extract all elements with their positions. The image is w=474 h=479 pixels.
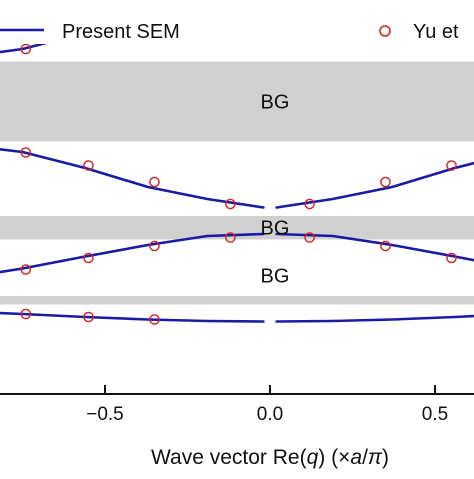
reference-data-point bbox=[225, 232, 236, 243]
x-tick-label: −0.5 bbox=[86, 404, 124, 425]
sem-curve-branch bbox=[0, 232, 265, 274]
x-axis-label-part: ) bbox=[382, 446, 389, 469]
legend-background bbox=[0, 0, 474, 44]
x-tick-label: 0.5 bbox=[422, 404, 448, 425]
reference-data-point bbox=[380, 240, 391, 252]
reference-data-point bbox=[20, 147, 32, 158]
sem-curve-branch bbox=[0, 311, 265, 323]
band-gap-region bbox=[0, 216, 474, 240]
sem-curve-branch bbox=[275, 232, 474, 262]
sem-curve-branch bbox=[0, 148, 265, 209]
reference-data-point bbox=[225, 198, 236, 210]
reference-data-point bbox=[20, 308, 32, 320]
reference-data-point bbox=[149, 240, 160, 252]
x-axis-label-part: ) (× bbox=[318, 446, 350, 469]
x-axis-label-part: Wave vector Re( bbox=[151, 446, 307, 469]
legend-marker-swatch bbox=[379, 25, 391, 37]
sem-curve-branch bbox=[275, 161, 474, 209]
legend-label: Yu et bbox=[413, 21, 459, 43]
x-axis-label-part: / bbox=[362, 446, 368, 469]
band-gap-label: BG bbox=[261, 92, 290, 114]
band-gap-label: BG bbox=[261, 218, 290, 240]
reference-data-point bbox=[83, 160, 94, 171]
reference-data-point bbox=[20, 264, 32, 275]
x-axis-label-part: q bbox=[307, 446, 319, 469]
reference-data-point bbox=[380, 176, 391, 188]
reference-data-point bbox=[149, 314, 160, 325]
x-axis-ticks: −0.5 0.0 0.5 bbox=[86, 385, 448, 425]
reference-data-point bbox=[149, 176, 160, 188]
reference-data-point bbox=[20, 43, 32, 55]
reference-data-point bbox=[446, 252, 457, 264]
x-axis-label-part: π bbox=[368, 446, 383, 469]
legend: Present SEM Yu et bbox=[0, 21, 459, 43]
legend-label: Present SEM bbox=[62, 21, 180, 43]
reference-data-point bbox=[446, 160, 457, 171]
band-gap-region bbox=[0, 61, 474, 142]
band-gap-label-layer: BG BG BG bbox=[261, 92, 290, 288]
reference-data-point bbox=[304, 232, 315, 243]
band-gap-region bbox=[0, 296, 474, 305]
marker-layer bbox=[20, 0, 457, 325]
sem-curve-branch bbox=[275, 314, 474, 323]
reference-data-point bbox=[83, 252, 94, 264]
reference-data-point bbox=[83, 311, 94, 323]
band-gap-label: BG bbox=[261, 266, 290, 288]
x-axis-label-part: a bbox=[350, 446, 362, 469]
band-gap-layer bbox=[0, 61, 474, 305]
x-tick-label: 0.0 bbox=[257, 404, 283, 425]
reference-data-point bbox=[304, 198, 315, 210]
curve-layer bbox=[0, 0, 474, 323]
x-axis-label: Wave vector Re(q) (×a/π) bbox=[151, 446, 389, 469]
